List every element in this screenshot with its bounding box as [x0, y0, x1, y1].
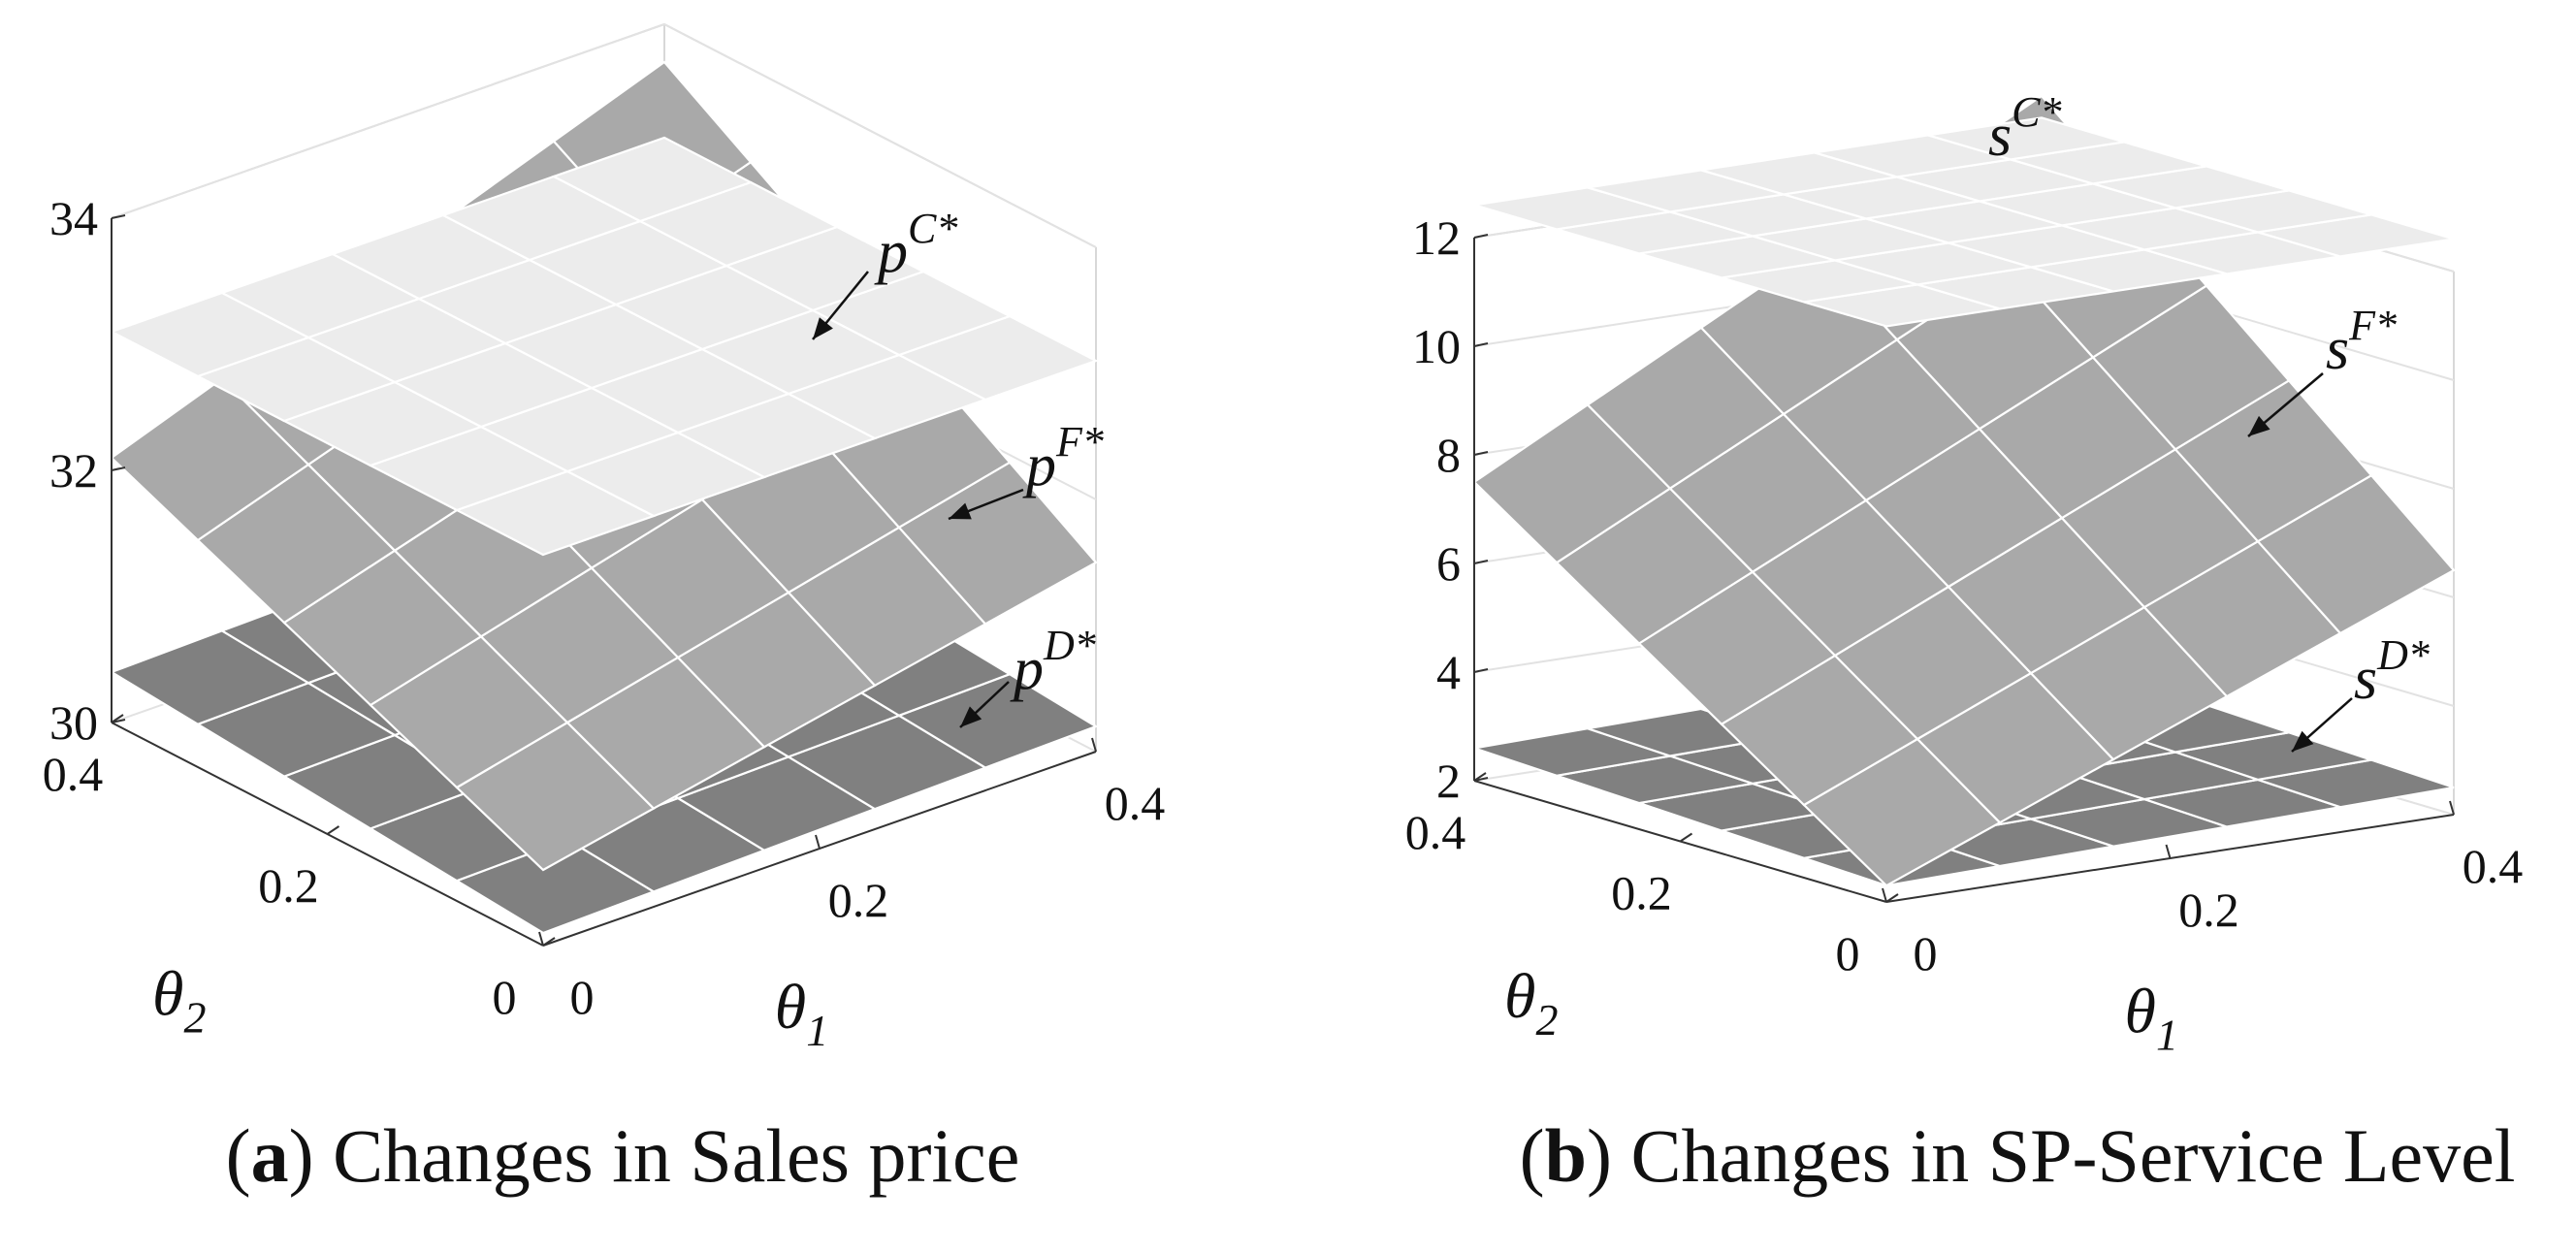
axes: 30 32 34 0 0.2 0.4 0 0.2 0.4 θ1 θ2	[43, 191, 1166, 1055]
y-axis-label-sub: 2	[1535, 995, 1558, 1044]
caption-paren-open: (	[226, 1113, 251, 1198]
caption-paren-close: )	[1587, 1113, 1630, 1198]
z-tick-label: 4	[1436, 645, 1461, 699]
z-tick	[111, 466, 126, 471]
y-tick-label: 0.2	[258, 858, 319, 913]
z-tick-label: 6	[1436, 536, 1461, 591]
y-tick	[1885, 893, 1899, 903]
z-tick-label: 8	[1436, 428, 1461, 482]
y-tick	[1679, 832, 1693, 843]
caption-text: Changes in Sales price	[333, 1113, 1019, 1198]
x-axis-label: θ1	[775, 972, 828, 1055]
z-tick	[1473, 234, 1489, 239]
x-tick	[1882, 887, 1887, 903]
series-label: sF*	[2326, 302, 2397, 382]
wall-gridline	[111, 22, 1097, 248]
y-axis-label-sub: 2	[183, 993, 206, 1043]
annotation-arrowhead	[2292, 730, 2314, 752]
caption-letter: a	[251, 1113, 289, 1198]
surface-cell	[1927, 116, 2125, 161]
z-tick	[1473, 560, 1489, 564]
annotation-arrowhead	[2248, 415, 2270, 436]
x-tick-label: 0.4	[1105, 776, 1166, 830]
y-tick-label: 0.4	[1405, 805, 1466, 859]
surface-p-Cstar	[109, 136, 1099, 557]
y-tick-label: 0	[1836, 926, 1860, 980]
panel-caption: (b) Changes in SP-Service Level	[1520, 1113, 2516, 1198]
series-label-sup: F*	[2348, 302, 2397, 349]
caption-paren-open: (	[1520, 1113, 1545, 1198]
z-tick	[1473, 342, 1489, 347]
z-tick-label: 32	[49, 443, 98, 498]
z-tick-label: 30	[49, 695, 98, 750]
x-axis-label-sub: 1	[2156, 1011, 2178, 1060]
x-tick-label: 0.2	[828, 873, 889, 927]
x-tick-label: 0	[1914, 926, 1938, 980]
z-tick	[1473, 451, 1489, 456]
x-tick-label: 0	[570, 970, 595, 1024]
z-tick-label: 2	[1436, 754, 1461, 808]
x-axis-label-sub: 1	[806, 1006, 828, 1055]
surface-s-Cstar	[1473, 116, 2455, 328]
caption-text: Changes in SP-Service Level	[1630, 1113, 2515, 1198]
x-tick	[815, 834, 821, 850]
x-tick-label: 0.2	[2178, 883, 2239, 937]
series-label-sup: C*	[908, 205, 957, 252]
y-tick	[1473, 772, 1487, 782]
y-tick	[111, 714, 124, 723]
z-tick-label: 34	[49, 191, 98, 245]
annotation-arrowhead	[960, 706, 982, 727]
panel-caption: (a) Changes in Sales price	[226, 1113, 1020, 1198]
z-tick	[111, 214, 126, 219]
series-label: pF*	[1022, 418, 1104, 498]
y-tick-label: 0	[493, 970, 517, 1024]
x-tick	[2165, 844, 2172, 859]
y-axis-label: θ2	[1504, 961, 1558, 1044]
y-tick-label: 0.2	[1611, 866, 1672, 920]
x-axis-label: θ1	[2125, 977, 2178, 1060]
series-label-sup: C*	[2012, 88, 2061, 136]
y-tick	[326, 825, 340, 835]
caption-letter: b	[1545, 1113, 1587, 1198]
series-label: sD*	[2354, 631, 2430, 712]
x-tick	[1091, 737, 1097, 753]
annotation-arrowhead	[949, 502, 972, 520]
x-tick	[538, 931, 544, 947]
y-tick-label: 0.4	[43, 747, 104, 801]
series-label-sup: D*	[2376, 631, 2430, 679]
y-axis-label: θ2	[152, 959, 206, 1043]
z-tick-label: 12	[1412, 210, 1461, 265]
annotation-arrowhead	[813, 317, 833, 339]
series-label: pD*	[1010, 622, 1096, 702]
x-tick-label: 0.4	[2463, 839, 2524, 893]
x-tick	[2449, 800, 2455, 816]
series-label-sup: D*	[1043, 622, 1096, 669]
z-tick-label: 10	[1412, 319, 1461, 373]
surface-cell	[551, 136, 754, 223]
series-label-sup: F*	[1055, 418, 1104, 466]
y-tick	[542, 937, 556, 947]
z-tick	[1473, 668, 1489, 673]
caption-paren-close: )	[289, 1113, 333, 1198]
